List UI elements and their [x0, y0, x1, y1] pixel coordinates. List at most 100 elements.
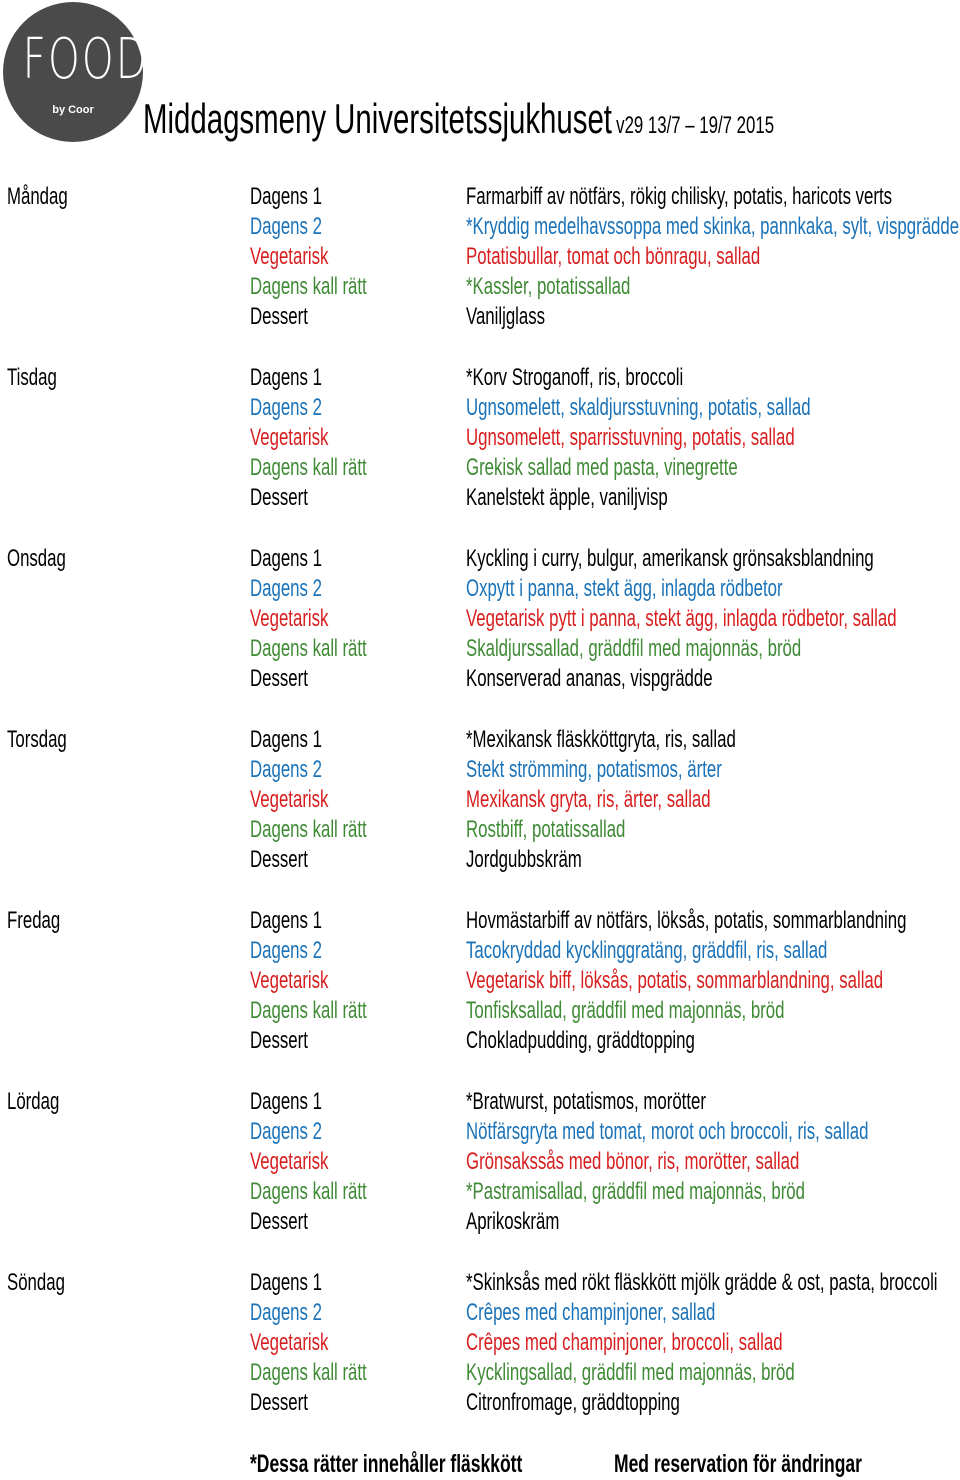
dish-dagens-2: Ugnsomelett, skaldjursstuvning, potatis,…	[466, 394, 811, 421]
menu-row: Dagens 2 Nötfärsgryta med tomat, morot oc…	[0, 1117, 960, 1147]
category-vegetarisk: Vegetarisk	[250, 243, 329, 270]
dish-dagens-1: *Skinksås med rökt fläskkött mjölk grädd…	[466, 1269, 938, 1296]
menu-row: Lördag Dagens 1 *Bratwurst, potatismos, mo…	[0, 1087, 960, 1117]
category-vegetarisk: Vegetarisk	[250, 967, 329, 994]
dish-dagens-1: *Korv Stroganoff, ris, broccoli	[466, 364, 684, 391]
day-block: Torsdag Dagens 1 *Mexikansk fläskköttgryta…	[0, 725, 960, 906]
category-dagens-kall-ratt: Dagens kall rätt	[250, 454, 367, 481]
menu-row: Dagens 2 Oxpytt i panna, stekt ägg, inlag…	[0, 574, 960, 604]
menu-row: Vegetarisk Grönsakssås med bönor, ris, mo…	[0, 1147, 960, 1177]
day-name: Torsdag	[7, 726, 67, 753]
menu-row: Dagens 2 Ugnsomelett, skaldjursstuvning, …	[0, 393, 960, 423]
day-name: Onsdag	[7, 545, 66, 572]
day-block: Tisdag Dagens 1 *Korv Stroganoff, ris, bro…	[0, 363, 960, 544]
dish-dessert: Konserverad ananas, vispgrädde	[466, 665, 713, 692]
category-vegetarisk: Vegetarisk	[250, 605, 329, 632]
dish-dagens-1: Kyckling i curry, bulgur, amerikansk grö…	[466, 545, 874, 572]
title-week: v29 13/7 – 19/7 2015	[616, 112, 775, 139]
dish-dagens-kall-ratt: *Pastramisallad, gräddfil med majonnäs, …	[466, 1178, 805, 1205]
category-dessert: Dessert	[250, 303, 308, 330]
category-vegetarisk: Vegetarisk	[250, 1329, 329, 1356]
category-dagens-kall-ratt: Dagens kall rätt	[250, 816, 367, 843]
food-logo: FOOD by Coor	[3, 2, 147, 142]
reservation-note: Med reservation för ändringar	[614, 1450, 862, 1478]
category-dagens-kall-ratt: Dagens kall rätt	[250, 635, 367, 662]
menu-row: Vegetarisk Crêpes med champinjoner, brocc…	[0, 1328, 960, 1358]
dish-vegetarisk: Crêpes med champinjoner, broccoli, salla…	[466, 1329, 783, 1356]
menu-row: Vegetarisk Vegetarisk biff, löksås, potat…	[0, 966, 960, 996]
dish-vegetarisk: Ugnsomelett, sparrisstuvning, potatis, s…	[466, 424, 795, 451]
menu-row: Dagens kall rätt Kycklingsallad, gräddfil…	[0, 1358, 960, 1388]
dish-dagens-2: Stekt strömming, potatismos, ärter	[466, 756, 722, 783]
dish-vegetarisk: Vegetarisk pytt i panna, stekt ägg, inla…	[466, 605, 897, 632]
category-dessert: Dessert	[250, 1208, 308, 1235]
menu-row: Söndag Dagens 1 *Skinksås med rökt fläskkö…	[0, 1268, 960, 1298]
category-dagens-1: Dagens 1	[250, 545, 322, 572]
day-block: Måndag Dagens 1 Farmarbiff av nötfärs, rök…	[0, 182, 960, 363]
dish-dagens-1: Farmarbiff av nötfärs, rökig chilisky, p…	[466, 183, 893, 210]
page-title: Middagsmeny Universitetssjukhuset v29 13/…	[143, 98, 774, 140]
category-dagens-2: Dagens 2	[250, 937, 322, 964]
category-dagens-1: Dagens 1	[250, 726, 322, 753]
category-dagens-1: Dagens 1	[250, 364, 322, 391]
day-name: Måndag	[7, 183, 68, 210]
category-dagens-kall-ratt: Dagens kall rätt	[250, 273, 367, 300]
dish-vegetarisk: Potatisbullar, tomat och bönragu, sallad	[466, 243, 761, 270]
dish-dagens-2: Tacokryddad kycklinggratäng, gräddfil, r…	[466, 937, 828, 964]
category-dagens-2: Dagens 2	[250, 394, 322, 421]
category-dagens-2: Dagens 2	[250, 575, 322, 602]
menu-row: Onsdag Dagens 1 Kyckling i curry, bulgur, …	[0, 544, 960, 574]
category-dagens-kall-ratt: Dagens kall rätt	[250, 1359, 367, 1386]
menu-row: Torsdag Dagens 1 *Mexikansk fläskköttgryta…	[0, 725, 960, 755]
day-name: Söndag	[7, 1269, 65, 1296]
day-block: Fredag Dagens 1 Hovmästarbiff av nötfärs, …	[0, 906, 960, 1087]
category-vegetarisk: Vegetarisk	[250, 1148, 329, 1175]
dish-dagens-2: Nötfärsgryta med tomat, morot och brocco…	[466, 1118, 869, 1145]
category-dagens-kall-ratt: Dagens kall rätt	[250, 1178, 367, 1205]
dish-vegetarisk: Vegetarisk biff, löksås, potatis, sommar…	[466, 967, 884, 994]
day-block: Onsdag Dagens 1 Kyckling i curry, bulgur, …	[0, 544, 960, 725]
menu-row: Dessert Aprikoskräm	[0, 1207, 960, 1237]
menu-row: Dessert Konserverad ananas, vispgrädde	[0, 664, 960, 694]
day-name: Lördag	[7, 1088, 60, 1115]
menu-row: Dessert Citronfromage, gräddtopping	[0, 1388, 960, 1418]
category-dagens-2: Dagens 2	[250, 756, 322, 783]
dish-dagens-kall-ratt: Skaldjurssallad, gräddfil med majonnäs, …	[466, 635, 802, 662]
menu-row: Dessert Jordgubbskräm	[0, 845, 960, 875]
menu-row: Dagens kall rätt Grekisk sallad med pasta…	[0, 453, 960, 483]
menu-row: Dessert Kanelstekt äpple, vaniljvisp	[0, 483, 960, 513]
category-dagens-2: Dagens 2	[250, 1118, 322, 1145]
dish-dagens-kall-ratt: Grekisk sallad med pasta, vinegrette	[466, 454, 738, 481]
logo-sub: by Coor	[52, 104, 94, 116]
menu-row: Vegetarisk Vegetarisk pytt i panna, stekt…	[0, 604, 960, 634]
dish-dagens-1: *Mexikansk fläskköttgryta, ris, sallad	[466, 726, 736, 753]
menu-row: Fredag Dagens 1 Hovmästarbiff av nötfärs, …	[0, 906, 960, 936]
category-vegetarisk: Vegetarisk	[250, 424, 329, 451]
title-main: Middagsmeny Universitetssjukhuset	[143, 95, 612, 142]
dish-vegetarisk: Mexikansk gryta, ris, ärter, sallad	[466, 786, 711, 813]
dish-dessert: Kanelstekt äpple, vaniljvisp	[466, 484, 668, 511]
menu-row: Dagens kall rätt *Pastramisallad, gräddfi…	[0, 1177, 960, 1207]
dish-dagens-1: Hovmästarbiff av nötfärs, löksås, potati…	[466, 907, 907, 934]
dish-dessert: Jordgubbskräm	[466, 846, 582, 873]
menu-row: Måndag Dagens 1 Farmarbiff av nötfärs, rök…	[0, 182, 960, 212]
menu-row: Vegetarisk Ugnsomelett, sparrisstuvning, …	[0, 423, 960, 453]
menu-row: Dessert Chokladpudding, gräddtopping	[0, 1026, 960, 1056]
dish-dagens-kall-ratt: Tonfisksallad, gräddfil med majonnäs, br…	[466, 997, 785, 1024]
menu-row: Vegetarisk Mexikansk gryta, ris, ärter, s…	[0, 785, 960, 815]
menu-row: Dagens kall rätt Rostbiff, potatissallad	[0, 815, 960, 845]
category-dagens-1: Dagens 1	[250, 183, 322, 210]
category-vegetarisk: Vegetarisk	[250, 786, 329, 813]
menu-row: Dagens 2 *Kryddig medelhavssoppa med skin…	[0, 212, 960, 242]
category-dessert: Dessert	[250, 1389, 308, 1416]
category-dagens-2: Dagens 2	[250, 213, 322, 240]
dish-dagens-2: *Kryddig medelhavssoppa med skinka, pann…	[466, 213, 960, 240]
dish-dessert: Citronfromage, gräddtopping	[466, 1389, 680, 1416]
pork-note: *Dessa rätter innehåller fläskkött	[250, 1450, 523, 1478]
category-dagens-1: Dagens 1	[250, 907, 322, 934]
category-dessert: Dessert	[250, 665, 308, 692]
dish-vegetarisk: Grönsakssås med bönor, ris, morötter, sa…	[466, 1148, 800, 1175]
day-name: Tisdag	[7, 364, 57, 391]
dish-dessert: Aprikoskräm	[466, 1208, 560, 1235]
menu-row: Vegetarisk Potatisbullar, tomat och bönra…	[0, 242, 960, 272]
